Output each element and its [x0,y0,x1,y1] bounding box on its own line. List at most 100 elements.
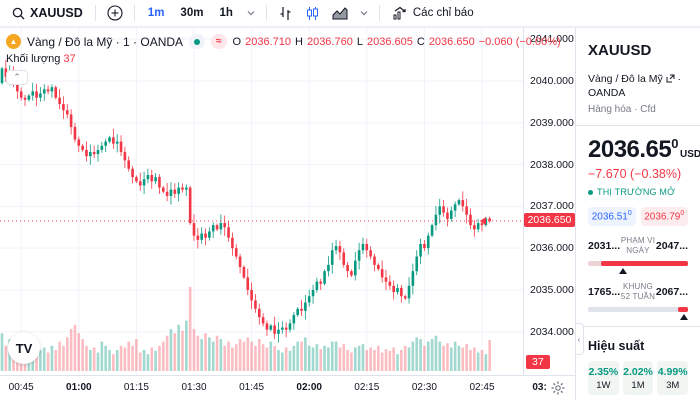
axis-settings-gear-icon[interactable] [551,381,565,395]
high-value: 2036.760 [306,35,353,48]
bid-price-button[interactable]: 2036.510 [588,207,636,226]
week52-range-row: 1765... KHUNG 52 TUẦN 2067... [588,282,688,302]
panel-collapse-button[interactable]: ‹ [576,323,584,355]
legend-symbol-title[interactable]: Vàng / Đô la Mỹ · 1 · OANDA [27,34,184,49]
candle-chart-type-button[interactable] [302,4,323,23]
last-price: 2036.650USD [588,136,700,164]
low-value: 2036.605 [366,35,413,48]
change-value: −0.060 (−0.00%) [478,35,561,48]
toolbar-symbol-label: XAUUSD [30,6,83,20]
ask-price-button[interactable]: 2036.790 [640,207,688,226]
price-axis-label: 2034.000 [530,325,574,338]
panel-symbol-description: Vàng / Đô la Mỹ · OANDA [588,73,682,99]
tradingview-logo[interactable]: TV [8,332,40,364]
toolbar-divider [133,5,135,21]
time-axis-label: 02:15 [354,382,380,393]
chart-type-menu-button[interactable] [357,7,371,19]
interval-button-1m[interactable]: 1m [147,7,165,19]
chart-legend: ▲ Vàng / Đô la Mỹ · 1 · OANDA ≈ O 2036.71… [6,34,561,85]
interval-button-30m[interactable]: 30m [180,7,204,19]
week52-label: KHUNG 52 TUẦN [620,281,656,301]
chevron-down-icon [360,11,368,16]
price-change: −7.670 (−0.38%) [588,167,682,182]
plus-circle-icon [107,5,123,21]
symbol-search-button[interactable]: XAUUSD [8,4,87,22]
last-price-tag: 2036.650 [524,213,575,227]
time-axis-label: 01:15 [123,382,149,393]
price-axis-label: 2037.000 [530,200,574,213]
candles-icon [306,6,318,20]
bar-chart-type-button[interactable] [275,4,296,23]
area-chart-type-button[interactable] [329,4,351,22]
chart-pane: ▲ Vàng / Đô la Mỹ · 1 · OANDA ≈ O 2036.71… [0,28,575,400]
price-axis-label: 2038.000 [530,158,574,171]
day-range-label: PHẠM VI NGÀY [620,235,656,255]
performance-cell-1m[interactable]: 2.02% 1M [622,360,654,395]
day-range-marker-icon [619,267,627,274]
time-axis-label: 01:45 [239,382,265,393]
price-axis-label: 2041.000 [530,33,574,46]
time-axis-label: 02:00 [296,382,322,393]
time-axis-label: 02:30 [411,382,437,393]
market-open-dot-icon [588,189,593,195]
panel-instrument-type: Hàng hóa · Cfd [588,104,656,116]
toolbar-divider [378,5,380,21]
time-axis[interactable]: 00:45 01:00 01:15 01:30 01:45 02:00 02:15 02:30… [0,375,575,400]
bars-icon [280,6,291,20]
week52-marker-icon [680,313,688,320]
legend-collapse-button[interactable]: ⌃ [6,70,28,85]
toolbar-divider [94,5,96,21]
day-range-bar [588,260,688,274]
time-axis-label: 01:00 [66,382,92,393]
volume-value: 37 [63,53,76,65]
ohlc-values: O 2036.710 H 2036.760 L 2036.605 C 2036.650 … [232,35,561,48]
price-axis[interactable]: 2036.650 37 2041.000 2040.000 2039.000 2038… [523,28,575,375]
day-range-low: 2031... [588,239,621,252]
panel-divider [576,125,700,127]
performance-cell-3m[interactable]: 4.99% 3M [657,360,689,395]
day-range-row: 2031... PHẠM VI NGÀY 2047... [588,236,688,256]
compare-add-button[interactable] [104,3,126,23]
chevron-down-icon [247,11,255,16]
symbol-logo-icon: ▲ [6,34,21,49]
day-range-high: 2047... [655,239,688,252]
symbol-info-panel: ‹ XAUUSD Vàng / Đô la Mỹ · OANDA Hàng hó… [575,28,700,400]
week52-range-bar [588,306,688,320]
price-axis-label: 2040.000 [530,74,574,87]
candlestick-chart[interactable]: ▲ Vàng / Đô la Mỹ · 1 · OANDA ≈ O 2036.71… [0,28,561,375]
time-axis-label: 03: [532,382,547,393]
price-axis-label: 2039.000 [530,116,574,129]
area-chart-icon [332,7,348,20]
external-link-icon[interactable] [666,74,675,83]
indicators-icon [393,6,406,20]
market-status-dot-icon[interactable] [189,34,206,49]
volume-legend[interactable]: Khối lượng 37 [6,53,561,65]
price-axis-label: 2035.000 [530,283,574,296]
search-icon [12,7,25,20]
time-axis-label: 00:45 [8,382,34,393]
interval-button-1h[interactable]: 1h [219,7,233,19]
top-toolbar: XAUUSD 1m 30m 1h Các chỉ báo [0,0,700,28]
last-price-arrow-icon [480,217,486,225]
price-axis-label: 2036.000 [530,242,574,255]
panel-divider [576,325,700,327]
open-value: 2036.710 [245,35,291,48]
week52-high: 2067... [655,285,688,298]
chart-canvas [0,28,523,375]
close-value: 2036.650 [428,35,475,48]
volume-label: Khối lượng [6,53,61,65]
market-status: THỊ TRƯỜNG MỞ [588,187,688,197]
toolbar-divider [265,5,267,21]
time-axis-label: 01:30 [181,382,207,393]
indicators-button[interactable]: Các chỉ báo [388,4,478,22]
performance-cell-1w[interactable]: 2.35% 1W [588,360,619,395]
volume-axis-tag: 37 [526,355,550,369]
week52-low: 1765... [588,285,621,298]
approx-price-icon[interactable]: ≈ [211,34,227,49]
indicators-label: Các chỉ báo [412,7,474,19]
interval-menu-button[interactable] [244,7,258,19]
time-axis-label: 02:45 [469,382,495,393]
panel-symbol-title[interactable]: XAUUSD [588,42,652,59]
currency-label: USD [680,149,700,161]
